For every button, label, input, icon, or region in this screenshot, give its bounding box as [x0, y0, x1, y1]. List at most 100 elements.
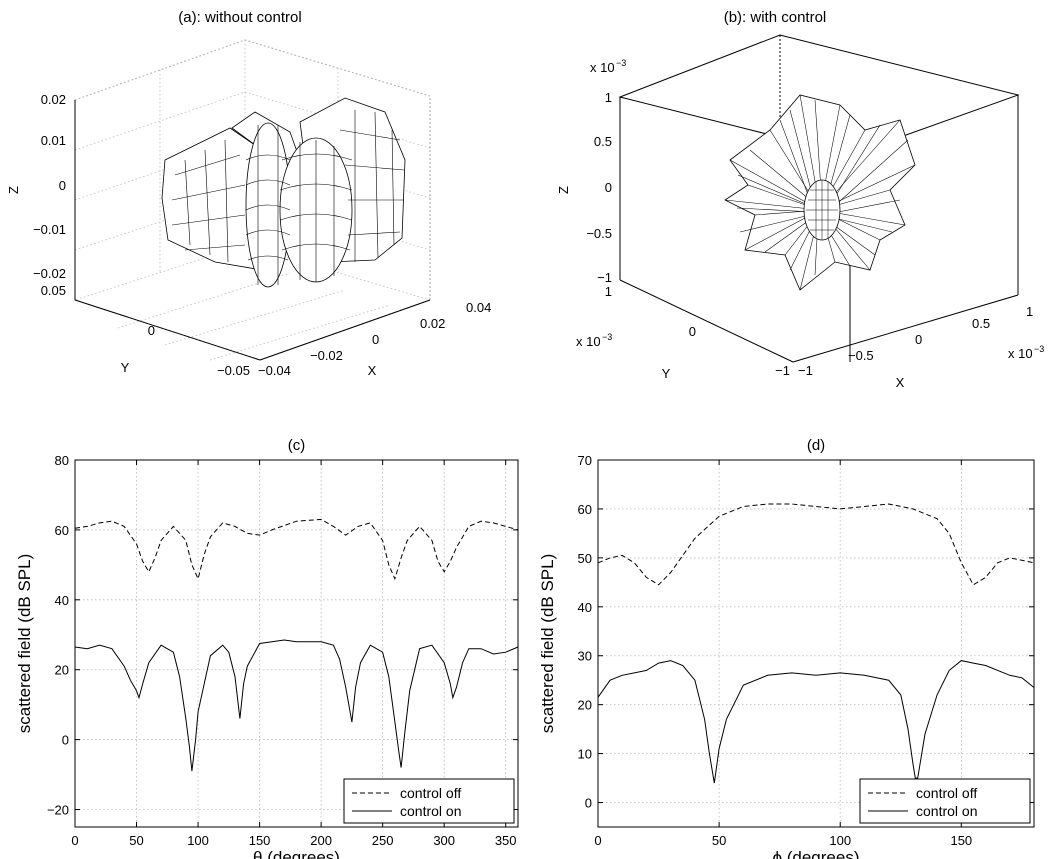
zlabel-a: Z	[6, 186, 21, 194]
zticks-a: 0.02 0.01 0 −0.01 −0.02	[33, 92, 66, 281]
legend-label-d-0: control off	[916, 785, 977, 801]
xtick-b-3: 0.5	[972, 316, 990, 331]
xlabel-c: θ (degrees)	[253, 848, 340, 859]
ztick-b-2: 0	[605, 180, 612, 195]
ytick-a-2: −0.05	[217, 363, 250, 378]
ylabel-a: Y	[121, 360, 130, 375]
xtick-b-2: 0	[915, 332, 922, 347]
zmult-b: x 10 −3	[590, 58, 626, 75]
xtick-c-5: 250	[372, 833, 394, 848]
series-c-control-off	[74, 518, 519, 581]
ytick-c-1: 0	[62, 733, 69, 748]
ytick-c-4: 60	[55, 523, 69, 538]
grid-c	[74, 459, 518, 827]
zticks-b: 1 0.5 0 −0.5 −1	[586, 90, 612, 285]
xlabel-a: X	[368, 363, 377, 378]
xtick-a-1: −0.02	[310, 348, 343, 363]
zmult-b-exp: −3	[616, 58, 626, 68]
ztick-a-3: −0.01	[33, 222, 66, 237]
plot-frame-d	[597, 459, 1035, 828]
ytick-d-4: 40	[578, 600, 592, 615]
surface-b	[724, 94, 916, 291]
ytick-d-2: 20	[578, 698, 592, 713]
xlabel-d: ϕ (degrees)	[772, 848, 859, 859]
ylabel-c: scattered field (dB SPL)	[15, 554, 34, 734]
ytick-b-1: 0	[689, 324, 696, 339]
title-c: (c)	[288, 437, 306, 454]
series-c-control-on	[74, 639, 519, 772]
xtick-b-1: −0.5	[848, 348, 874, 363]
ytick-c-3: 40	[55, 593, 69, 608]
xtick-c-2: 100	[187, 833, 209, 848]
legend-c: control off control on	[343, 778, 515, 824]
xtick-c-3: 150	[249, 833, 271, 848]
zlabel-b: Z	[556, 186, 571, 194]
yticks-a: 0.05 0 −0.05	[41, 283, 250, 378]
ztick-b-0: 1	[605, 90, 612, 105]
ztick-a-0: 0.02	[41, 92, 66, 107]
subplot-d: 0 50 100 150 0 10 20 30 40 50 60 70 (d) ϕ (degrees) sc…	[538, 437, 1035, 859]
xtick-a-4: 0.04	[466, 300, 491, 315]
ytick-d-3: 30	[578, 649, 592, 664]
ytick-b-0: 1	[605, 284, 612, 299]
ytick-a-0: 0.05	[41, 283, 66, 298]
xtick-c-4: 200	[310, 833, 332, 848]
xtick-d-1: 50	[712, 833, 726, 848]
series-d-control-off	[597, 503, 1035, 586]
ytick-c-2: 20	[55, 663, 69, 678]
xmult-b-text: x 10	[1008, 346, 1033, 361]
xticks-b: −1 −0.5 0 0.5 1	[798, 304, 1033, 378]
ylabel-b: Y	[662, 366, 671, 381]
legend-label-c-0: control off	[400, 785, 461, 801]
ytick-d-6: 60	[578, 502, 592, 517]
title-d: (d)	[807, 437, 825, 454]
xtick-c-6: 300	[433, 833, 455, 848]
ztick-b-3: −0.5	[586, 226, 612, 241]
ymult-b: x 10 −3	[576, 332, 612, 349]
xtick-b-4: 1	[1026, 304, 1033, 319]
xtick-a-0: −0.04	[258, 363, 291, 378]
plot-frame-c	[74, 459, 519, 828]
ytick-a-1: 0	[148, 323, 155, 338]
yticks-b: 1 0 −1	[605, 284, 790, 378]
legend-label-c-1: control on	[400, 803, 461, 819]
xtick-a-2: 0	[372, 332, 379, 347]
ytick-c-0: −20	[47, 803, 69, 818]
ytick-d-0: 0	[585, 796, 592, 811]
subplot-b: (b): with control 1 0.5 0 −0.5 −1	[556, 9, 1044, 390]
xtick-c-0: 0	[71, 833, 78, 848]
xtick-c-1: 50	[129, 833, 143, 848]
ytick-b-2: −1	[775, 363, 790, 378]
title-b: (b): with control	[724, 9, 827, 26]
xtick-d-0: 0	[594, 833, 601, 848]
xtick-d-3: 150	[950, 833, 972, 848]
ztick-a-2: 0	[59, 178, 66, 193]
xmult-b: x 10 −3	[1008, 344, 1044, 361]
xmult-b-exp: −3	[1034, 344, 1044, 354]
ymult-b-exp: −3	[602, 332, 612, 342]
ytick-d-7: 70	[578, 453, 592, 468]
ymult-b-text: x 10	[576, 334, 601, 349]
legend-label-d-1: control on	[916, 803, 977, 819]
subplot-a: (a): without control	[6, 9, 491, 378]
ztick-b-4: −1	[597, 270, 612, 285]
grid-d	[597, 459, 1034, 827]
ztick-a-1: 0.01	[41, 133, 66, 148]
xticks-a: −0.04 −0.02 0 0.02 0.04	[258, 300, 491, 378]
legend-box-d	[859, 778, 1031, 824]
ztick-b-1: 0.5	[594, 134, 612, 149]
ytick-d-1: 10	[578, 747, 592, 762]
ztick-a-4: −0.02	[33, 266, 66, 281]
legend-d: control off control on	[859, 778, 1031, 824]
ytick-d-5: 50	[578, 551, 592, 566]
front-axes-a	[74, 100, 431, 361]
legend-box-c	[343, 778, 515, 824]
series-d-control-on	[597, 660, 1035, 784]
xlabel-b: X	[896, 375, 905, 390]
xtick-b-0: −1	[798, 363, 813, 378]
surface-a	[161, 97, 406, 288]
xtick-c-7: 350	[495, 833, 517, 848]
zmult-b-text: x 10	[590, 60, 615, 75]
